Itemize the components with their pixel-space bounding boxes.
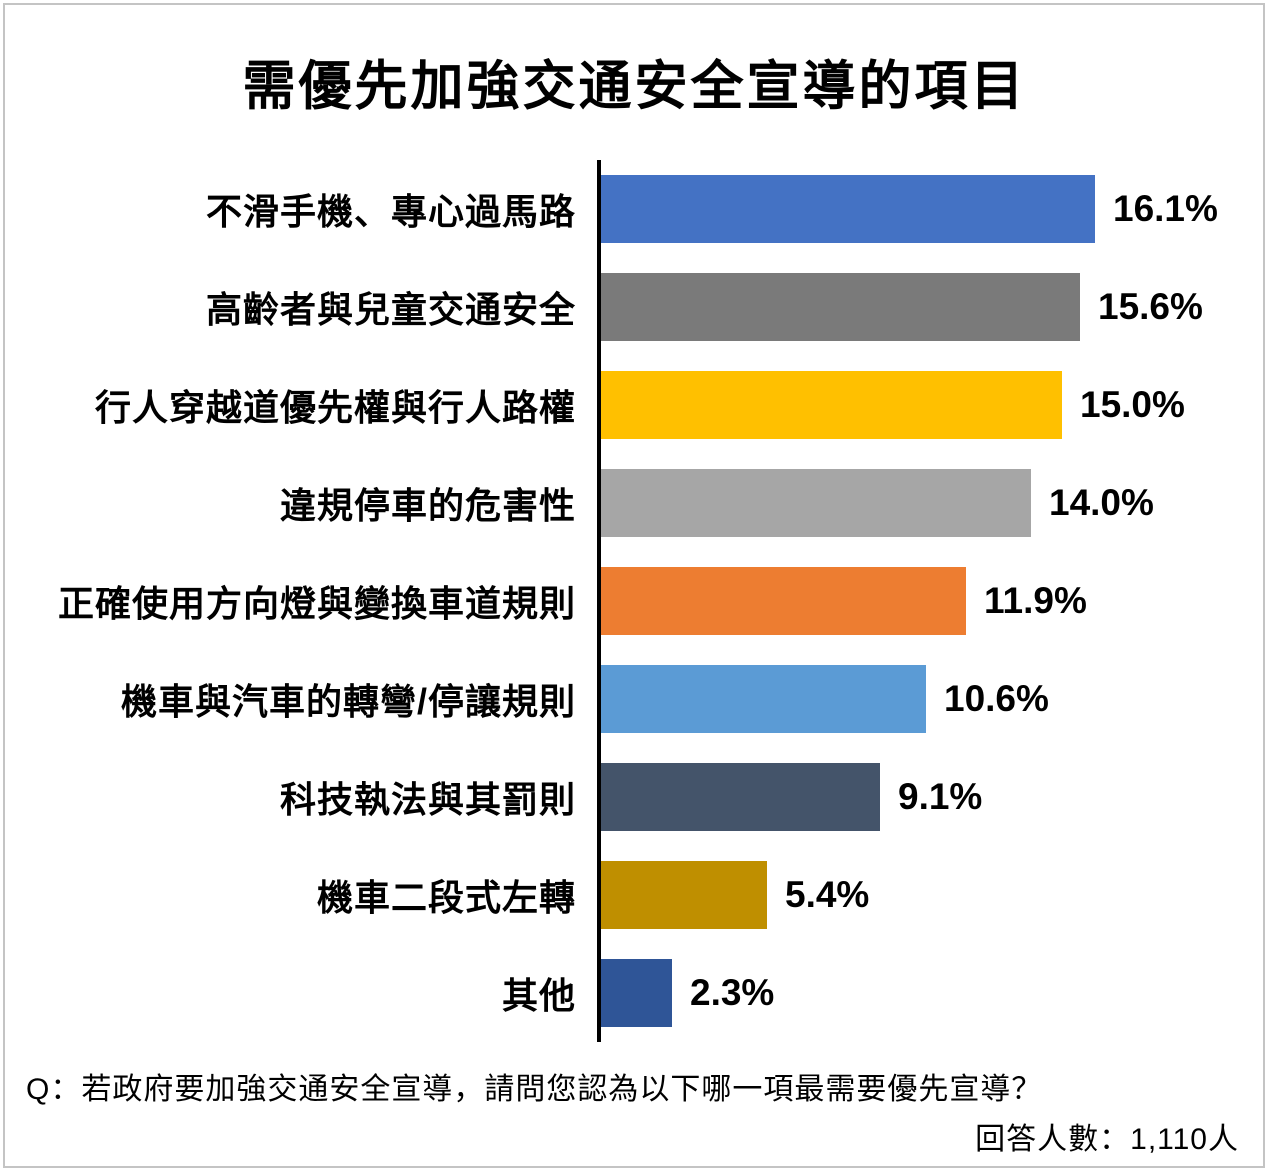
category-label: 不滑手機、專心過馬路 [205, 191, 576, 232]
plot-area: 14.0% [597, 454, 1266, 552]
chart-row: 機車與汽車的轉彎/停讓規則 10.6% [3, 650, 1266, 748]
chart-row: 其他 2.3% [3, 944, 1266, 1042]
chart-row: 高齡者與兒童交通安全 15.6% [3, 258, 1266, 356]
bar [601, 959, 672, 1027]
category-label: 行人穿越道優先權與行人路權 [94, 387, 576, 428]
chart-title: 需優先加強交通安全宣導的項目 [242, 57, 1027, 116]
chart-row: 正確使用方向燈與變換車道規則 11.9% [3, 552, 1266, 650]
category-label: 科技執法與其罰則 [279, 779, 576, 820]
category-label: 機車與汽車的轉彎/停讓規則 [120, 681, 576, 722]
chart-row: 不滑手機、專心過馬路 16.1% [3, 160, 1266, 258]
category-label: 機車二段式左轉 [316, 877, 576, 918]
bar [601, 371, 1062, 439]
value-label: 10.6% [944, 678, 1049, 719]
bar [601, 567, 966, 635]
chart-row: 違規停車的危害性 14.0% [3, 454, 1266, 552]
bar [601, 469, 1031, 537]
category-label: 其他 [501, 975, 576, 1016]
value-label: 2.3% [690, 972, 775, 1013]
respondent-count: 回答人數：1,110人 [975, 1123, 1239, 1156]
survey-question: Q：若政府要加強交通安全宣導，請問您認為以下哪一項最需要優先宣導？ [26, 1073, 1043, 1106]
category-label: 高齡者與兒童交通安全 [205, 289, 576, 330]
plot-area: 2.3% [597, 944, 1266, 1042]
bar [601, 665, 926, 733]
value-label: 15.6% [1098, 286, 1203, 327]
bar [601, 175, 1095, 243]
category-label: 違規停車的危害性 [279, 485, 576, 526]
bar [601, 273, 1080, 341]
value-label: 16.1% [1113, 188, 1218, 229]
value-label: 15.0% [1080, 384, 1185, 425]
value-label: 5.4% [785, 874, 870, 915]
value-label: 9.1% [898, 776, 983, 817]
chart-row: 行人穿越道優先權與行人路權 15.0% [3, 356, 1266, 454]
plot-area: 15.0% [597, 356, 1266, 454]
category-label: 正確使用方向燈與變換車道規則 [57, 583, 576, 624]
plot-area: 11.9% [597, 552, 1266, 650]
value-label: 14.0% [1049, 482, 1154, 523]
bar [601, 861, 767, 929]
chart-row: 科技執法與其罰則 9.1% [3, 748, 1266, 846]
value-label: 11.9% [984, 580, 1087, 621]
bar [601, 763, 880, 831]
chart-row: 機車二段式左轉 5.4% [3, 846, 1266, 944]
plot-area: 15.6% [597, 258, 1266, 356]
bar-chart: 不滑手機、專心過馬路 16.1% 高齡者與兒童交通安全 15.6% 行人穿越道優先權與行… [3, 160, 1266, 1042]
plot-area: 10.6% [597, 650, 1266, 748]
plot-area: 9.1% [597, 748, 1266, 846]
plot-area: 5.4% [597, 846, 1266, 944]
plot-area: 16.1% [597, 160, 1266, 258]
